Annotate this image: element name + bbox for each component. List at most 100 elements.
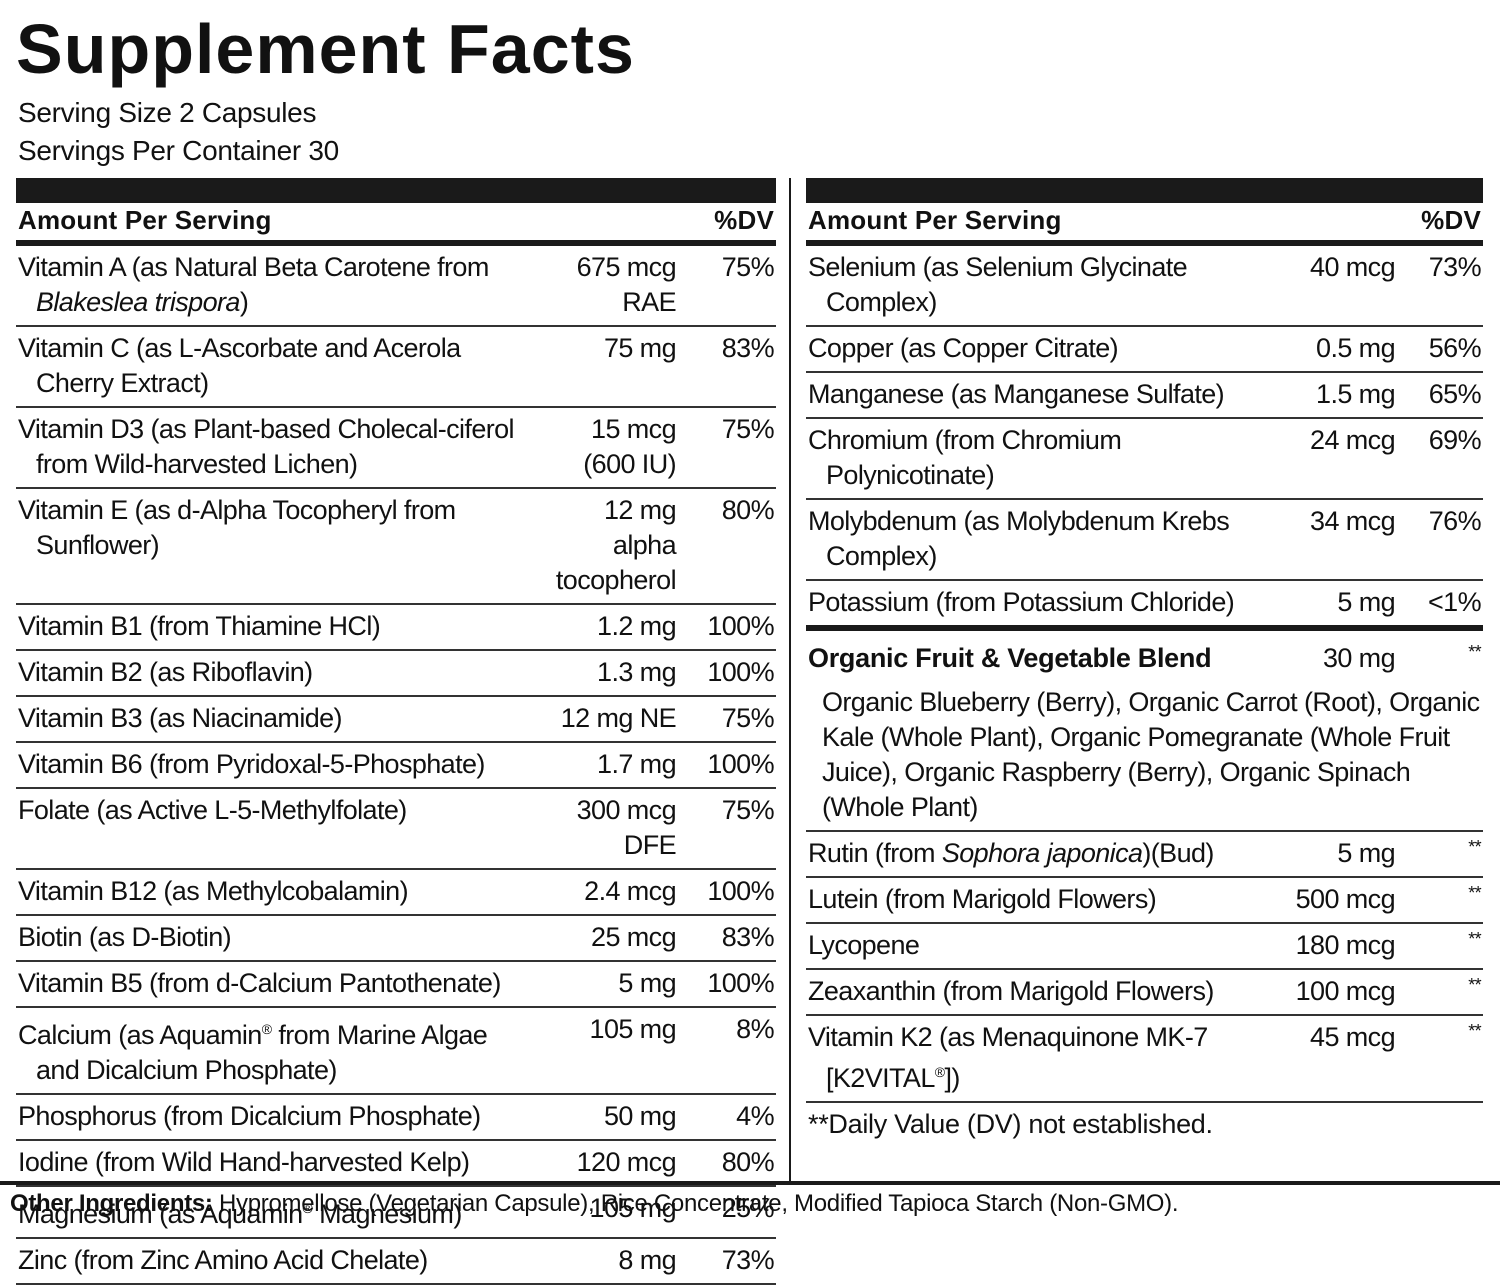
nutrient-row: Lutein (from Marigold Flowers) 500 mcg ** bbox=[806, 877, 1483, 924]
nutrient-amount: 45 mcg bbox=[1263, 1015, 1403, 1103]
serving-size: Serving Size 2 Capsules bbox=[18, 97, 317, 128]
nutrient-amount: 12 mg NE bbox=[534, 696, 684, 743]
nutrient-dv: 100% bbox=[684, 961, 776, 1008]
nutrient-row: Vitamin B2 (as Riboflavin) 1.3 mg 100% bbox=[16, 650, 776, 697]
title: Supplement Facts bbox=[16, 10, 635, 88]
nutrient-amount: 25 mcg bbox=[534, 915, 684, 962]
nutrient-name: Organic Fruit & Vegetable Blend bbox=[808, 643, 1212, 673]
nutrient-dv: 4% bbox=[684, 1094, 776, 1141]
header-bar bbox=[16, 178, 776, 203]
nutrient-dv: ** bbox=[1468, 642, 1481, 662]
nutrient-dv: 8% bbox=[684, 1007, 776, 1095]
nutrient-amount: 12 mg alpha tocopherol bbox=[534, 488, 684, 605]
name-text: Vitamin K2 (as Menaquinone MK-7 [K2VITAL bbox=[808, 1022, 1208, 1093]
header-bar bbox=[806, 178, 1483, 203]
nutrient-amount: 30 mg bbox=[1322, 643, 1396, 673]
nutrient-name: Vitamin K2 (as Menaquinone MK-7 [K2VITAL… bbox=[806, 1015, 1263, 1103]
nutrient-amount: 40 mcg bbox=[1263, 243, 1403, 327]
nutrient-row: Vitamin B1 (from Thiamine HCl) 1.2 mg 100% bbox=[16, 604, 776, 651]
registered-mark: ® bbox=[934, 1064, 945, 1080]
other-ingredients: Other Ingredients: Hypromellose (Vegetar… bbox=[10, 1190, 1179, 1218]
nutrient-dv: 80% bbox=[684, 1140, 776, 1187]
nutrient-row: Vitamin K2 (as Menaquinone MK-7 [K2VITAL… bbox=[806, 1015, 1483, 1103]
nutrient-amount: 300 mcg DFE bbox=[534, 788, 684, 870]
nutrient-dv: ** bbox=[1403, 831, 1483, 878]
nutrient-row: Manganese (as Manganese Sulfate) 1.5 mg 65… bbox=[806, 372, 1483, 419]
other-ingredients-text: Hypromellose (Vegetarian Capsule), Rice … bbox=[219, 1190, 1179, 1217]
nutrient-amount: 120 mcg bbox=[534, 1140, 684, 1187]
nutrient-dv: ** bbox=[1403, 969, 1483, 1016]
name-italic: Blakeslea trispora bbox=[36, 287, 240, 317]
nutrient-row: Vitamin D3 (as Plant-based Cholecal-cife… bbox=[16, 407, 776, 489]
nutrient-dv: 56% bbox=[1403, 326, 1483, 373]
nutrient-amount: 75 mg bbox=[534, 326, 684, 408]
nutrient-name: Vitamin B2 (as Riboflavin) bbox=[16, 650, 534, 697]
nutrient-amount: 180 mcg bbox=[1263, 923, 1403, 970]
nutrient-name: Iodine (from Wild Hand-harvested Kelp) bbox=[16, 1140, 534, 1187]
nutrient-amount: 5 mg bbox=[1263, 580, 1403, 631]
nutrient-row: Zinc (from Zinc Amino Acid Chelate) 8 mg 7… bbox=[16, 1238, 776, 1285]
name-text: ) bbox=[239, 287, 249, 317]
nutrient-row: Vitamin A (as Natural Beta Carotene from… bbox=[16, 243, 776, 327]
nutrient-dv: 65% bbox=[1403, 372, 1483, 419]
nutrient-name: Vitamin C (as L-Ascorbate and Acerola Ch… bbox=[16, 326, 534, 408]
nutrient-amount: 2.4 mcg bbox=[534, 869, 684, 916]
nutrient-row: Magnesium (as Aquamin® Magnesium) 105 mg 2… bbox=[16, 1186, 776, 1239]
nutrient-row: Selenium (as Selenium Glycinate Complex)… bbox=[806, 243, 1483, 327]
nutrient-amount: 50 mg bbox=[534, 1094, 684, 1141]
nutrient-row: Organic Fruit & Vegetable Blend 30 mg ** bbox=[806, 628, 1483, 681]
nutrient-dv: 75% bbox=[684, 243, 776, 327]
header-row: Amount Per Serving %DV bbox=[16, 203, 776, 246]
nutrient-amount: 1.5 mg bbox=[1263, 372, 1403, 419]
nutrient-dv: 73% bbox=[1403, 243, 1483, 327]
name-text: Magnesium (as Aquamin bbox=[18, 1199, 303, 1229]
nutrient-row: Zeaxanthin (from Marigold Flowers) 100 mc… bbox=[806, 969, 1483, 1016]
nutrient-row: Lycopene 180 mcg ** bbox=[806, 923, 1483, 970]
nutrient-amount: 675 mcg RAE bbox=[534, 243, 684, 327]
nutrient-name: Vitamin E (as d-Alpha Tocopheryl from Su… bbox=[16, 488, 534, 605]
page: Supplement Facts { "title": "Supplement … bbox=[0, 10, 1500, 1285]
nutrient-row: Phosphorus (from Dicalcium Phosphate) 50 … bbox=[16, 1094, 776, 1141]
nutrient-table: Amount Per Serving %DV Vitamin A (as Nat… bbox=[16, 203, 776, 1285]
nutrient-row: Chromium (from Chromium Polynicotinate) 2… bbox=[806, 418, 1483, 500]
amount-header: Amount Per Serving bbox=[16, 203, 684, 246]
left-column: Amount Per Serving %DV Vitamin A (as Nat… bbox=[16, 178, 776, 1285]
nutrient-amount: 5 mg bbox=[534, 961, 684, 1008]
nutrient-name: Vitamin B5 (from d-Calcium Pantothenate) bbox=[16, 961, 534, 1008]
nutrient-dv: 76% bbox=[1403, 499, 1483, 581]
nutrient-amount: 15 mcg (600 IU) bbox=[534, 407, 684, 489]
nutrient-name: Copper (as Copper Citrate) bbox=[806, 326, 1263, 373]
nutrient-row: Vitamin B12 (as Methylcobalamin) 2.4 mcg 1… bbox=[16, 869, 776, 916]
nutrient-name: Zeaxanthin (from Marigold Flowers) bbox=[806, 969, 1263, 1016]
nutrient-dv: ** bbox=[1403, 877, 1483, 924]
nutrient-name: Folate (as Active L-5-Methylfolate) bbox=[16, 788, 534, 870]
nutrient-name: Vitamin B12 (as Methylcobalamin) bbox=[16, 869, 534, 916]
nutrient-amount: 24 mcg bbox=[1263, 418, 1403, 500]
nutrient-name: Selenium (as Selenium Glycinate Complex) bbox=[806, 243, 1263, 327]
nutrient-dv: 100% bbox=[684, 650, 776, 697]
registered-mark: ® bbox=[302, 1200, 313, 1216]
nutrient-amount: 1.7 mg bbox=[534, 742, 684, 789]
nutrient-row: Rutin (from Sophora japonica)(Bud) 5 mg ** bbox=[806, 831, 1483, 878]
nutrient-name: Vitamin B3 (as Niacinamide) bbox=[16, 696, 534, 743]
registered-mark: ® bbox=[261, 1021, 272, 1037]
nutrient-row: Vitamin C (as L-Ascorbate and Acerola Ch… bbox=[16, 326, 776, 408]
nutrient-row: Vitamin B3 (as Niacinamide) 12 mg NE 75% bbox=[16, 696, 776, 743]
nutrient-amount: 500 mcg bbox=[1263, 877, 1403, 924]
nutrient-amount: 100 mcg bbox=[1263, 969, 1403, 1016]
nutrient-name: Lycopene bbox=[806, 923, 1263, 970]
nutrient-amount: 1.2 mg bbox=[534, 604, 684, 651]
nutrient-dv: 83% bbox=[684, 326, 776, 408]
nutrient-row: Vitamin E (as d-Alpha Tocopheryl from Su… bbox=[16, 488, 776, 605]
servings-per-container: Servings Per Container 30 bbox=[18, 135, 339, 166]
nutrient-dv: ** bbox=[1403, 1015, 1483, 1103]
name-text: Vitamin A (as Natural Beta Carotene from bbox=[18, 252, 489, 282]
nutrient-row: Molybdenum (as Molybdenum Krebs Complex)… bbox=[806, 499, 1483, 581]
footnote: **Daily Value (DV) not established. bbox=[808, 1109, 1213, 1139]
nutrient-name: Calcium (as Aquamin® from Marine Algae a… bbox=[16, 1007, 534, 1095]
nutrient-name: Potassium (from Potassium Chloride) bbox=[806, 580, 1263, 631]
amount-header: Amount Per Serving bbox=[806, 203, 1403, 246]
nutrient-amount: 1.3 mg bbox=[534, 650, 684, 697]
name-text: )(Bud) bbox=[1142, 838, 1214, 868]
nutrient-table: Amount Per Serving %DV Selenium (as Sele… bbox=[806, 203, 1483, 1103]
